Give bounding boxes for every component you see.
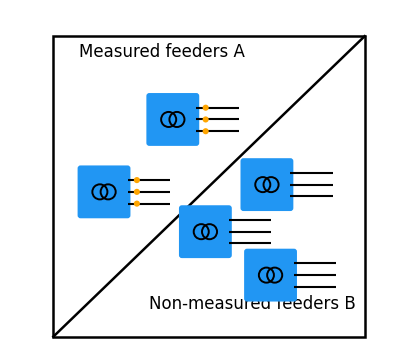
Text: Measured feeders A: Measured feeders A: [79, 43, 245, 62]
Circle shape: [134, 177, 140, 183]
FancyBboxPatch shape: [146, 93, 199, 146]
FancyBboxPatch shape: [179, 205, 232, 258]
Circle shape: [203, 117, 209, 122]
Text: Non-measured feeders B: Non-measured feeders B: [149, 295, 356, 313]
FancyBboxPatch shape: [244, 249, 297, 302]
Circle shape: [134, 201, 140, 207]
FancyBboxPatch shape: [78, 165, 130, 218]
Circle shape: [134, 189, 140, 195]
Circle shape: [203, 128, 209, 134]
Bar: [54, 36, 364, 337]
Circle shape: [203, 105, 209, 111]
FancyBboxPatch shape: [240, 158, 293, 211]
